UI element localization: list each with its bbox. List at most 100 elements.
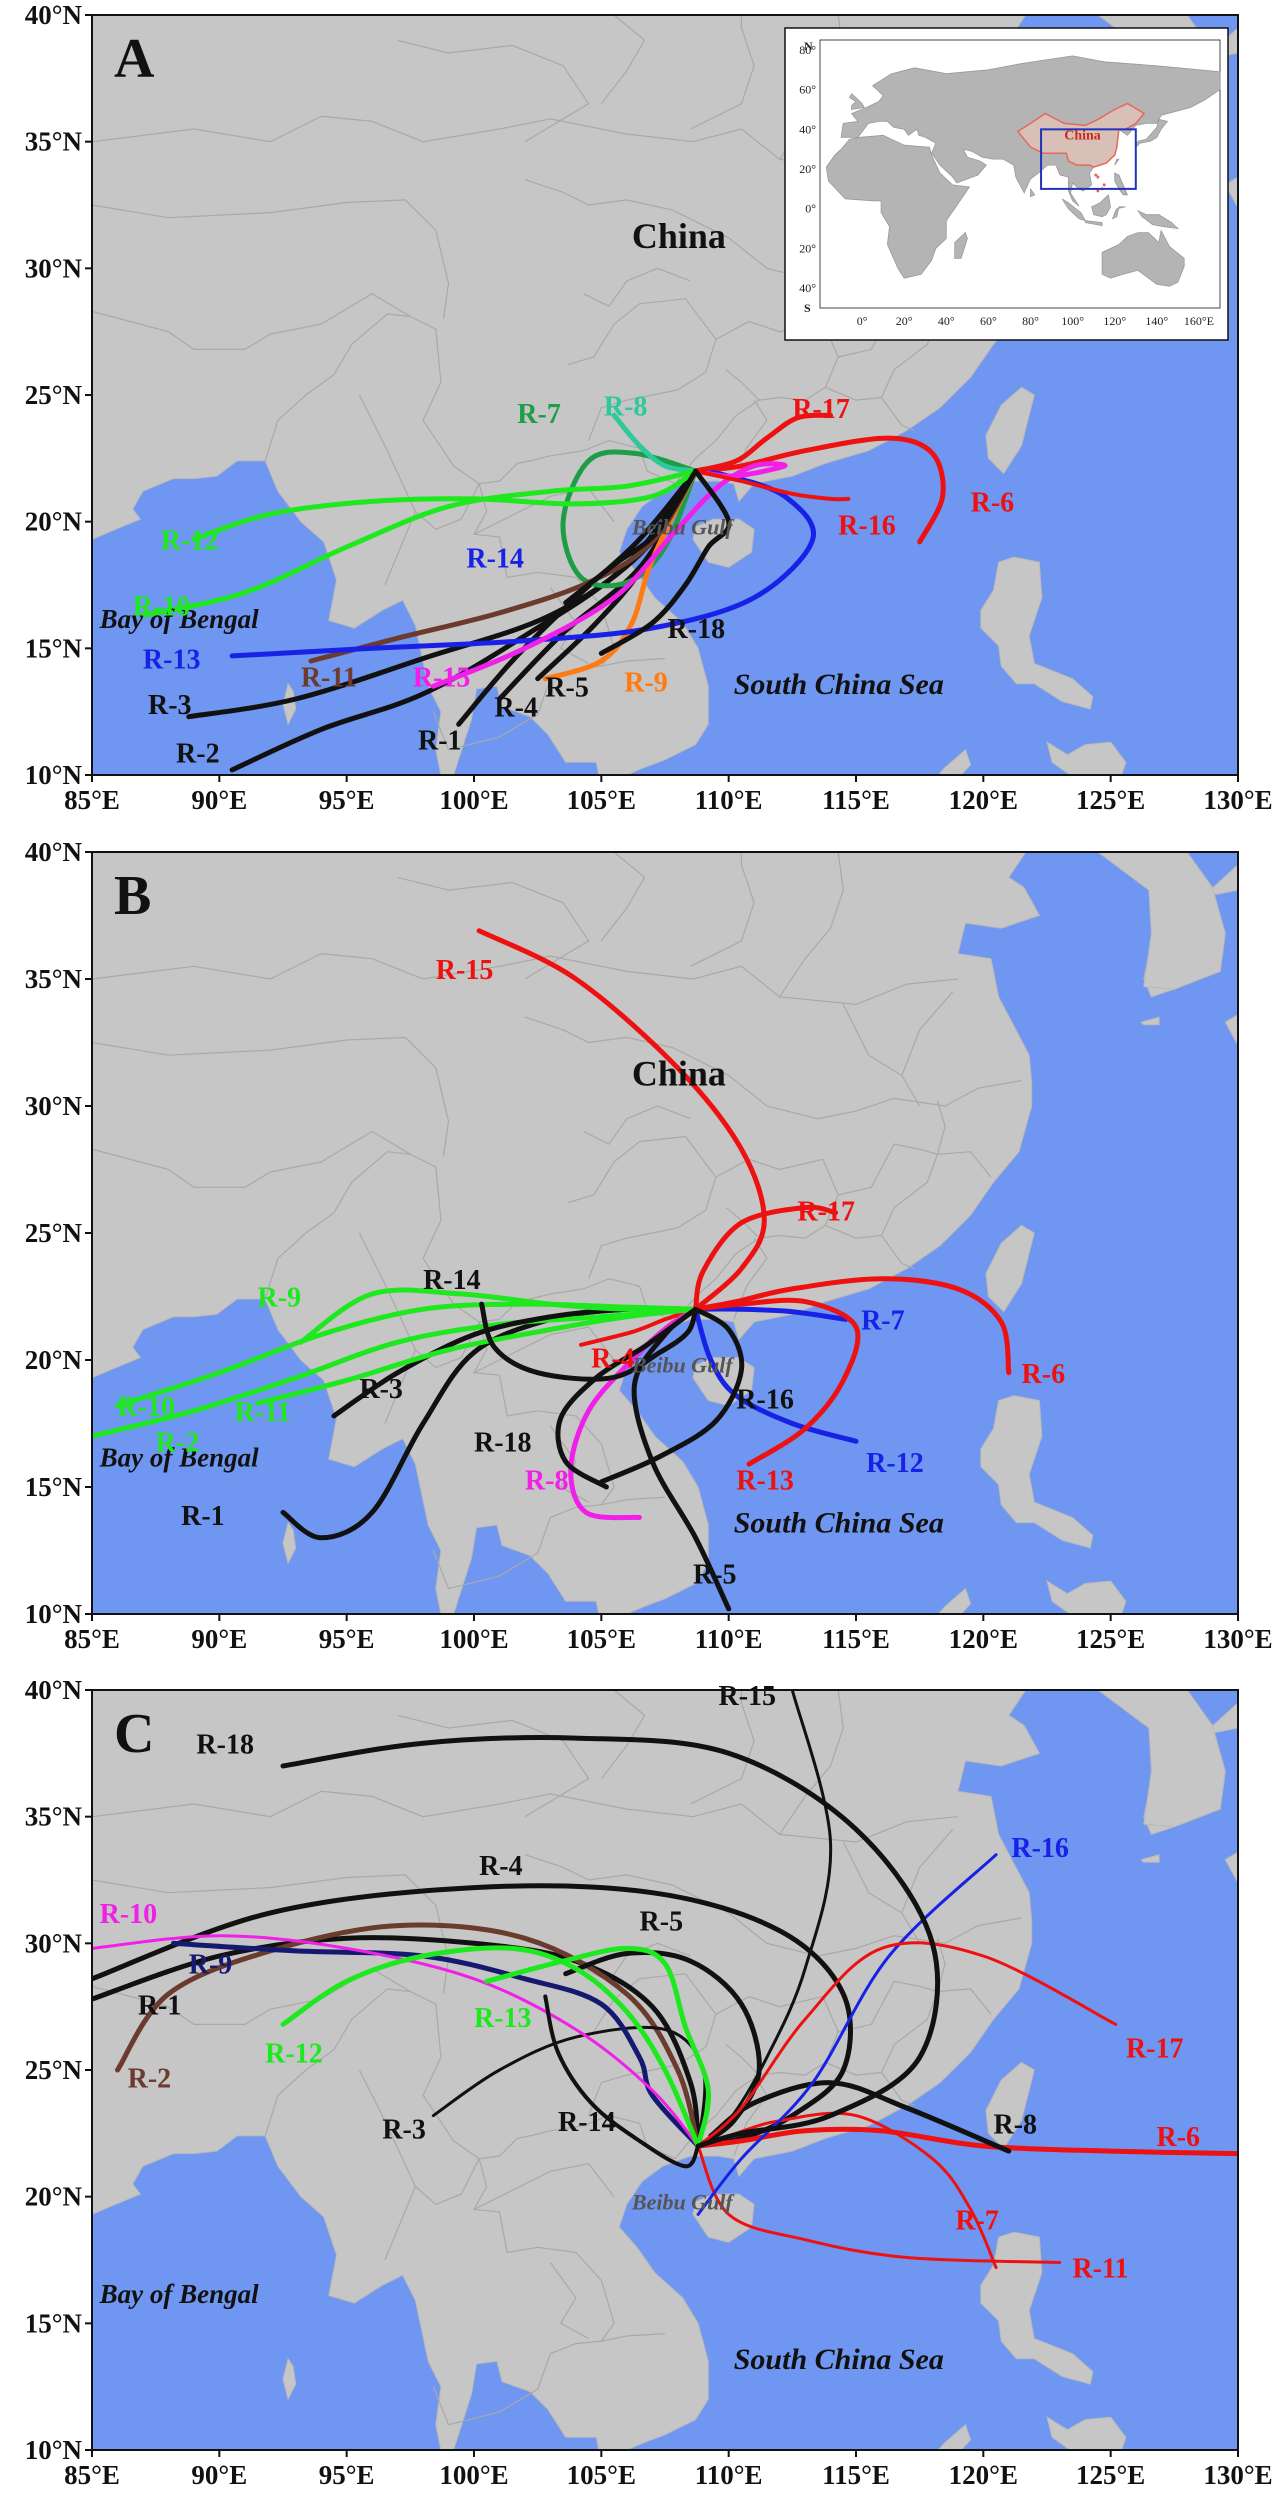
lat-tick-label: 15°N [25, 633, 83, 663]
lat-tick-label: 30°N [25, 253, 83, 283]
route-label-r-12: R-12 [161, 526, 219, 557]
route-r-8 [611, 412, 699, 474]
border-line [880, 1988, 992, 2073]
route-label-r-17: R-17 [1126, 2033, 1184, 2064]
lat-tick-label: 20°N [25, 2182, 83, 2212]
border-line [473, 1321, 666, 1506]
lat-tick-label: 25°N [25, 380, 83, 410]
route-r-11 [308, 468, 699, 664]
route-r-17 [696, 1941, 1118, 2148]
route-label-r-6: R-6 [1022, 1359, 1066, 1390]
landmass-7 [1224, 1851, 1238, 1885]
map-panel-b: China Bay of Bengal South China Sea Beibu G… [25, 837, 1273, 1654]
lon-tick-label: 95°E [319, 785, 375, 815]
border-line [358, 2069, 417, 2261]
border-line [690, 15, 755, 130]
inset-landmass [1136, 209, 1180, 230]
route-label-r-16: R-16 [838, 510, 896, 541]
lon-tick-label: 90°E [191, 1624, 247, 1654]
lat-tick-label: 15°N [25, 2308, 83, 2338]
lon-tick-label: 130°E [1203, 785, 1272, 815]
route-label-r-2: R-2 [128, 2064, 172, 2095]
landmass-0 [92, 852, 1086, 1614]
map-basemap [92, 1690, 1238, 2450]
lon-tick-label: 100°E [439, 785, 508, 815]
place-label-beibu-gulf: Beibu Gulf [631, 1353, 736, 1378]
route-label-r-3: R-3 [382, 2114, 426, 2145]
lat-tick-label: 20°N [25, 1345, 83, 1375]
inset-lat-tick: 60° [799, 83, 816, 97]
route-label-r-13: R-13 [736, 1466, 794, 1497]
inset-island-dot [1102, 183, 1106, 187]
route-label-r-1: R-1 [181, 1501, 225, 1532]
route-r-17 [693, 412, 833, 474]
inset-china-label: China [1064, 128, 1101, 143]
lon-tick-label: 115°E [822, 1624, 890, 1654]
axis-ticks: 85°E 90°E 95°E 100°E 105°E 110°E 115°E 120°E 125… [25, 837, 1273, 1654]
inset-south-label: S [804, 301, 811, 315]
inset-island-dot [1094, 173, 1098, 177]
lat-tick-label: 20°N [25, 507, 83, 537]
route-label-r-6: R-6 [1157, 2122, 1201, 2153]
lon-tick-label: 95°E [319, 2460, 375, 2490]
border-line [600, 852, 646, 942]
inset-lon-tick: 100° [1061, 314, 1084, 328]
route-label-r-18: R-18 [668, 614, 726, 645]
inset-landmass [1114, 158, 1120, 166]
inset-lon-tick: 0° [857, 314, 868, 328]
lon-tick-label: 85°E [64, 1624, 120, 1654]
inset-landmass [1084, 220, 1103, 227]
border-line [880, 1151, 992, 1236]
border-line [358, 394, 417, 586]
route-r-12 [191, 468, 699, 542]
panel-letter: A [114, 28, 155, 90]
border-line [168, 293, 411, 350]
landmass-4 [1046, 1579, 1127, 1614]
route-label-r-17: R-17 [797, 1196, 855, 1227]
lat-tick-label: 35°N [25, 1802, 83, 1832]
inset-landmass [1135, 118, 1169, 148]
route-r-11 [696, 2144, 1062, 2264]
lat-tick-label: 35°N [25, 127, 83, 157]
border-line [901, 991, 954, 1076]
place-label-bay-of-bengal: Bay of Bengal [99, 2279, 259, 2309]
lat-tick-label: 40°N [25, 1675, 83, 1705]
lat-tick-label: 35°N [25, 964, 83, 994]
lat-tick-label: 10°N [25, 760, 83, 790]
axis-ticks: 85°E 90°E 95°E 100°E 105°E 110°E 115°E 120°E 125… [25, 0, 1273, 815]
place-label-bay-of-bengal: Bay of Bengal [99, 1443, 259, 1473]
inset-lat-tick: 40° [799, 281, 816, 295]
route-label-r-11: R-11 [235, 1397, 291, 1428]
route-label-r-9: R-9 [258, 1283, 302, 1314]
route-label-r-14: R-14 [466, 543, 524, 574]
route-r-13 [693, 1297, 861, 1467]
route-label-r-10: R-10 [100, 1899, 158, 1930]
border-line [583, 1105, 691, 1145]
lon-tick-label: 105°E [567, 2460, 636, 2490]
lon-tick-label: 130°E [1203, 2460, 1272, 2490]
place-label-south-china-sea: South China Sea [734, 2343, 944, 2376]
route-r-5 [563, 1950, 762, 2149]
route-r-4 [92, 1883, 853, 2149]
inset-lat-tick: 20° [799, 241, 816, 255]
lat-tick-label: 30°N [25, 1928, 83, 1958]
landmass-9 [282, 1521, 297, 1565]
lon-tick-label: 115°E [822, 785, 890, 815]
route-label-r-5: R-5 [693, 1560, 737, 1591]
inset-lat-tick: 40° [799, 122, 816, 136]
lon-tick-label: 115°E [822, 2460, 890, 2490]
lon-tick-label: 85°E [64, 2460, 120, 2490]
landmass-2 [985, 2061, 1035, 2150]
inset-lon-tick: 160°E [1184, 314, 1214, 328]
border-line [842, 1841, 921, 1944]
route-label-r-18: R-18 [196, 1729, 254, 1760]
route-r-6 [693, 1276, 1012, 1376]
route-r-16 [598, 1306, 745, 1485]
lon-tick-label: 125°E [1076, 785, 1145, 815]
inset-china-outline [1016, 102, 1146, 168]
route-r-14 [479, 1301, 699, 1382]
lat-tick-label: 40°N [25, 837, 83, 867]
route-r-18 [598, 468, 732, 656]
route-labels: R-1 R-2 R-3 R-4 R-5 R-6 R-7 R-8 R-9 R-10 R-11 R-12 R… [100, 1681, 1200, 2285]
